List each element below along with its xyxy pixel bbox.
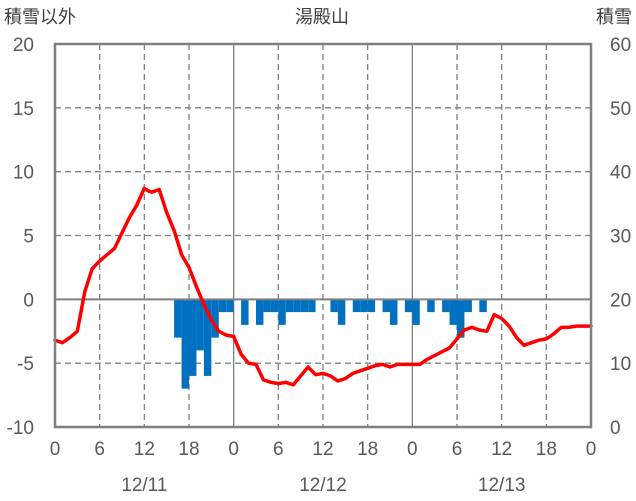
right-tick-label: 60: [610, 35, 631, 56]
date-label: 12/12: [299, 475, 347, 496]
left-tick-label: 15: [13, 99, 34, 120]
right-tick-label: 50: [610, 99, 631, 120]
left-tick-label: -5: [17, 354, 34, 375]
bar: [382, 299, 390, 313]
right-tick-label: 10: [610, 354, 631, 375]
date-label: 12/11: [121, 475, 167, 496]
bar: [270, 299, 279, 313]
bar: [278, 299, 286, 325]
bar: [263, 299, 271, 313]
x-tick-label: 0: [407, 439, 418, 460]
left-axis-label: 積雪以外: [4, 7, 76, 28]
bar: [457, 299, 465, 338]
temperature-series-line: [53, 186, 593, 387]
left-tick-label: 10: [13, 163, 34, 184]
temperature-line: [53, 186, 593, 387]
x-tick-label: 6: [273, 439, 284, 460]
bar: [218, 299, 227, 313]
plot-frame: [53, 42, 593, 429]
bar: [479, 299, 487, 313]
x-tick-label: 18: [536, 439, 557, 460]
right-tick-label: 0: [610, 418, 621, 439]
left-axis-ticks: 20 15 10 5 0 -5 -10: [7, 35, 34, 439]
right-axis-label: 積雪: [596, 7, 632, 28]
x-tick-label: 6: [452, 439, 463, 460]
x-tick-label: 12: [491, 439, 512, 460]
bar: [449, 299, 457, 325]
bar: [404, 299, 413, 313]
x-tick-label: 0: [50, 439, 61, 460]
bar: [203, 299, 212, 376]
bar: [196, 299, 204, 351]
right-tick-label: 30: [610, 227, 631, 248]
bar: [330, 299, 338, 313]
bar: [256, 299, 264, 325]
bar: [174, 299, 182, 338]
x-tick-label: 18: [357, 439, 378, 460]
left-tick-label: 20: [13, 35, 34, 56]
x-axis-ticks: 0 6 12 18 0 6 12 18 0 6 12 18 0: [50, 439, 597, 460]
bar: [390, 299, 398, 325]
bar: [293, 299, 301, 313]
bar: [367, 299, 376, 313]
bar: [427, 299, 435, 313]
date-labels: 12/11 12/12 12/13: [121, 475, 525, 496]
bar: [412, 299, 420, 325]
bar: [285, 299, 294, 313]
left-tick-label: 5: [23, 227, 34, 248]
bar: [211, 299, 219, 338]
snow-change-bars: [174, 299, 487, 389]
x-tick-label: 0: [228, 439, 239, 460]
bar: [352, 299, 361, 313]
bar: [241, 299, 249, 325]
bar: [442, 299, 450, 313]
x-tick-label: 12: [312, 439, 333, 460]
bar: [360, 299, 368, 313]
bar: [464, 299, 472, 313]
chart-grid: [55, 44, 591, 427]
left-tick-label: 0: [23, 290, 34, 311]
left-tick-label: -10: [7, 418, 34, 439]
x-tick-label: 18: [178, 439, 199, 460]
bar: [337, 299, 346, 325]
bar: [226, 299, 234, 313]
x-tick-label: 12: [134, 439, 155, 460]
bar: [181, 299, 189, 389]
date-label: 12/13: [478, 475, 526, 496]
chart-title: 湯殿山: [295, 7, 349, 28]
right-tick-label: 40: [610, 163, 631, 184]
right-tick-label: 20: [610, 290, 631, 311]
bar: [308, 299, 316, 313]
bar: [189, 299, 197, 376]
x-tick-label: 6: [94, 439, 105, 460]
bar: [300, 299, 309, 313]
right-axis-ticks: 60 50 40 30 20 10 0: [610, 35, 631, 439]
x-tick-label: 0: [586, 439, 597, 460]
